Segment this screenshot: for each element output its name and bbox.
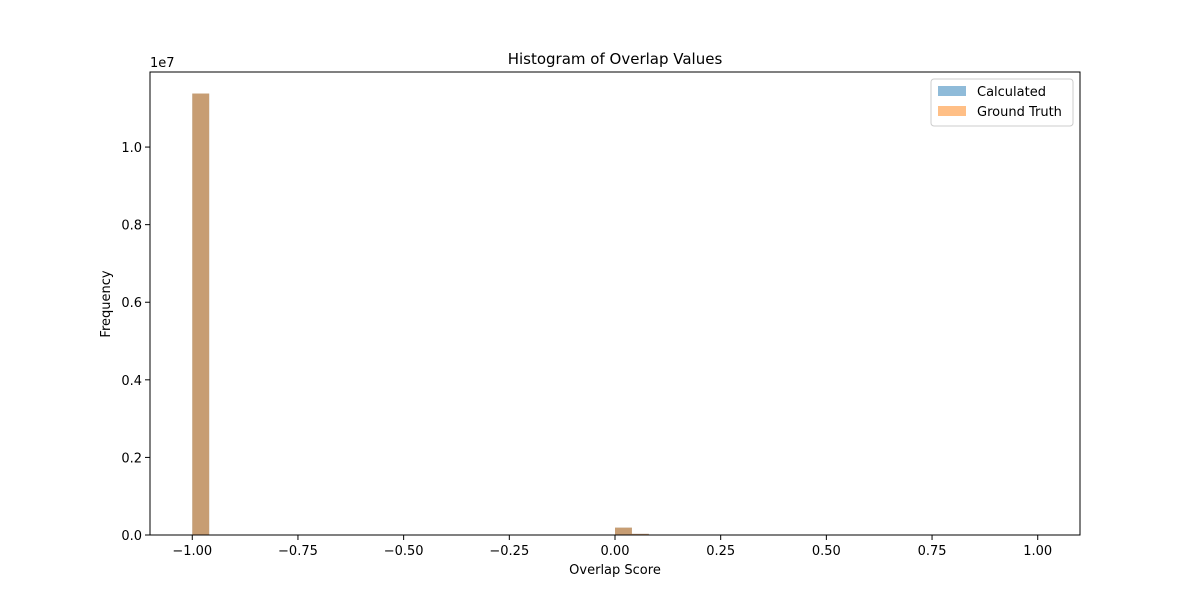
- legend-label: Ground Truth: [977, 105, 1062, 120]
- y-axis-ticks: 0.0 0.2 0.4 0.6 0.8 1.0: [121, 141, 150, 544]
- y-tick-label: 0.6: [121, 296, 142, 311]
- x-tick-label: 1.00: [1023, 544, 1052, 559]
- legend: Calculated Ground Truth: [930, 78, 1074, 127]
- histogram-bar: [631, 533, 649, 535]
- x-tick-label: −0.75: [278, 544, 318, 559]
- y-offset-text: 1e7: [150, 56, 175, 71]
- x-tick-label: 0.00: [601, 544, 630, 559]
- legend-label: Calculated: [977, 85, 1046, 100]
- y-axis-label: Frequency: [99, 270, 114, 337]
- legend-swatch: [938, 86, 966, 96]
- histogram-bar: [192, 93, 210, 536]
- y-tick-label: 0.8: [121, 219, 142, 234]
- x-tick-label: −0.25: [489, 544, 529, 559]
- x-axis-label: Overlap Score: [569, 563, 661, 578]
- x-tick-label: −1.00: [172, 544, 212, 559]
- legend-swatch: [938, 106, 966, 116]
- y-tick-label: 0.2: [121, 451, 142, 466]
- histogram-bar: [615, 527, 632, 535]
- y-tick-label: 0.4: [121, 374, 142, 389]
- x-tick-label: −0.50: [384, 544, 424, 559]
- x-tick-label: 0.25: [706, 544, 735, 559]
- y-tick-label: 1.0: [121, 141, 142, 156]
- x-tick-label: 0.50: [812, 544, 841, 559]
- y-tick-label: 0.0: [121, 529, 142, 544]
- chart-title: Histogram of Overlap Values: [508, 50, 723, 68]
- legend-box: [930, 78, 1074, 127]
- bars-group: [192, 93, 649, 536]
- x-tick-label: 0.75: [918, 544, 947, 559]
- x-axis-ticks: −1.00 −0.75 −0.50 −0.25 0.00 0.25 0.50 0.75 1.00: [172, 535, 1052, 559]
